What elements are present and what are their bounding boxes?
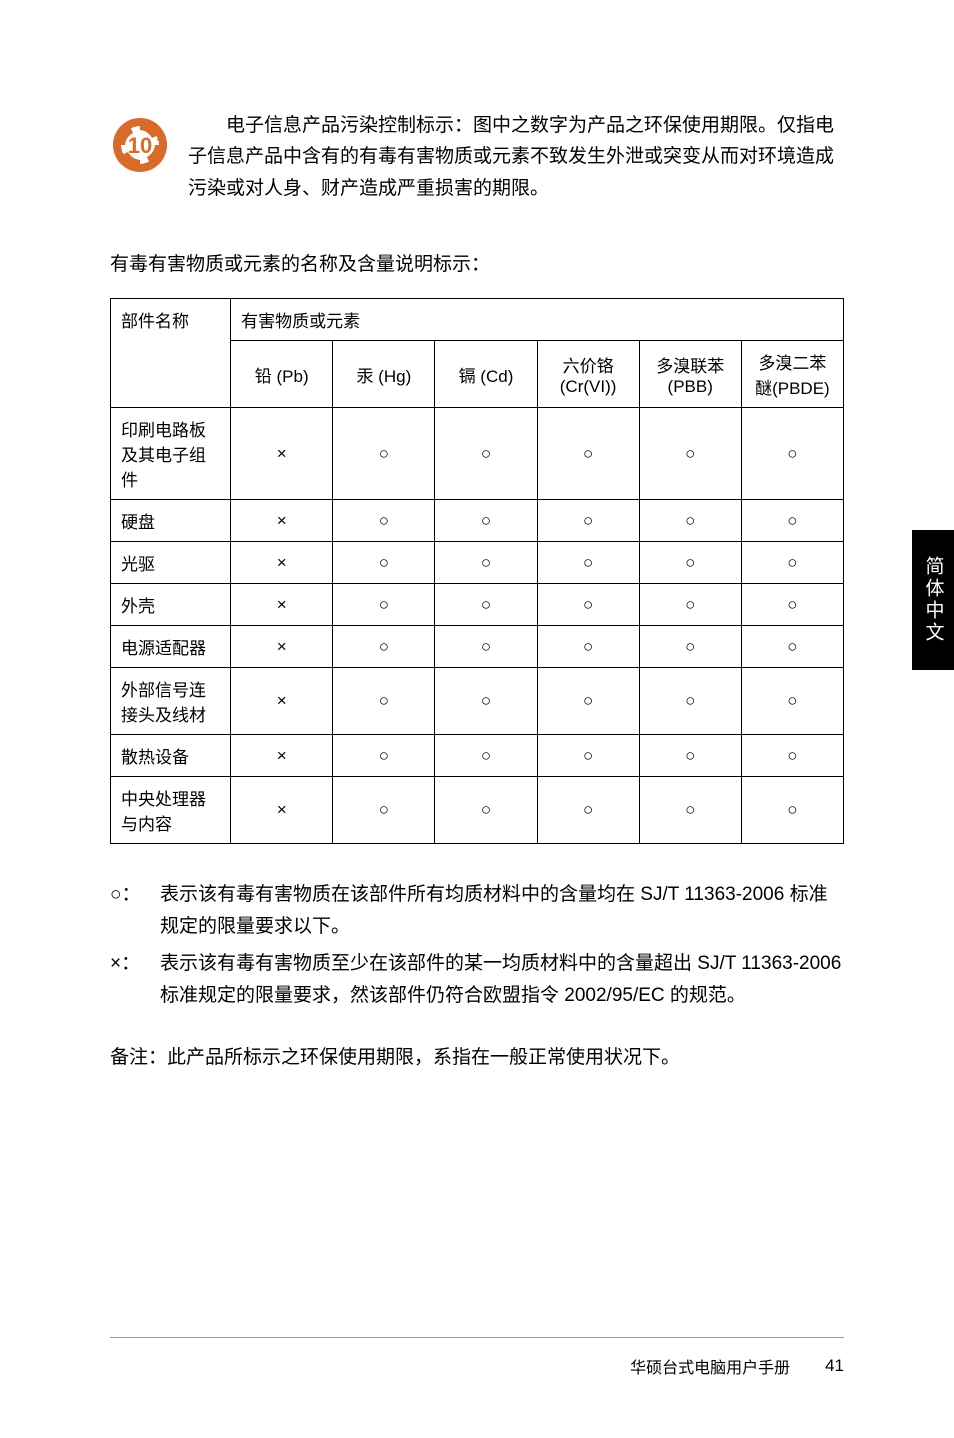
eco-icon: 10 (110, 115, 170, 180)
value-cell: ○ (435, 500, 537, 542)
part-header: 部件名称 (111, 299, 231, 408)
value-cell: ○ (639, 500, 741, 542)
part-cell: 外部信号连接头及线材 (111, 668, 231, 735)
value-cell: × (231, 777, 333, 844)
intro-section: 10 电子信息产品污染控制标示：图中之数字为产品之环保使用期限。仅指电子信息产品… (110, 110, 844, 204)
value-cell: ○ (537, 668, 639, 735)
value-cell: ○ (333, 500, 435, 542)
value-cell: ○ (435, 626, 537, 668)
value-cell: ○ (741, 668, 843, 735)
value-cell: × (231, 584, 333, 626)
col-hg: 汞 (Hg) (333, 341, 435, 408)
value-cell: ○ (333, 584, 435, 626)
value-cell: × (231, 668, 333, 735)
value-cell: ○ (333, 668, 435, 735)
value-cell: ○ (537, 735, 639, 777)
value-cell: ○ (435, 408, 537, 500)
value-cell: ○ (537, 584, 639, 626)
value-cell: × (231, 500, 333, 542)
table-row: 印刷电路板及其电子组件×○○○○○ (111, 408, 844, 500)
value-cell: ○ (741, 626, 843, 668)
value-cell: ○ (741, 408, 843, 500)
col-cd: 镉 (Cd) (435, 341, 537, 408)
value-cell: × (231, 735, 333, 777)
part-cell: 外壳 (111, 584, 231, 626)
footer: 华硕台式电脑用户手册 41 (110, 1337, 844, 1378)
eco-number: 10 (128, 133, 152, 158)
legend: ○： 表示该有毒有害物质在该部件所有均质材料中的含量均在 SJ/T 11363-… (110, 879, 844, 1012)
value-cell: ○ (639, 408, 741, 500)
intro-text: 电子信息产品污染控制标示：图中之数字为产品之环保使用期限。仅指电子信息产品中含有… (188, 110, 844, 204)
part-cell: 散热设备 (111, 735, 231, 777)
table-row: 电源适配器×○○○○○ (111, 626, 844, 668)
substance-table: 部件名称 有害物质或元素 铅 (Pb) 汞 (Hg) 镉 (Cd) 六价铬 (C… (110, 298, 844, 844)
value-cell: ○ (639, 668, 741, 735)
value-cell: ○ (435, 668, 537, 735)
value-cell: ○ (741, 500, 843, 542)
value-cell: ○ (435, 584, 537, 626)
substance-header: 有害物质或元素 (231, 299, 844, 341)
value-cell: × (231, 408, 333, 500)
value-cell: ○ (741, 735, 843, 777)
value-cell: ○ (435, 735, 537, 777)
table-row: 外部信号连接头及线材×○○○○○ (111, 668, 844, 735)
value-cell: ○ (537, 408, 639, 500)
value-cell: ○ (537, 626, 639, 668)
side-tab: 简体中文 (912, 530, 954, 670)
value-cell: ○ (537, 542, 639, 584)
value-cell: ○ (741, 584, 843, 626)
part-cell: 中央处理器与内容 (111, 777, 231, 844)
page-number: 41 (825, 1356, 844, 1376)
value-cell: ○ (741, 542, 843, 584)
table-row: 中央处理器与内容×○○○○○ (111, 777, 844, 844)
col-pb: 铅 (Pb) (231, 341, 333, 408)
table-row: 硬盘×○○○○○ (111, 500, 844, 542)
legend-cross: ×： 表示该有毒有害物质至少在该部件的某一均质材料中的含量超出 SJ/T 113… (110, 948, 844, 1013)
value-cell: × (231, 626, 333, 668)
value-cell: ○ (639, 542, 741, 584)
value-cell: ○ (333, 777, 435, 844)
value-cell: ○ (639, 777, 741, 844)
table-row: 外壳×○○○○○ (111, 584, 844, 626)
value-cell: ○ (333, 735, 435, 777)
value-cell: ○ (741, 777, 843, 844)
value-cell: ○ (333, 626, 435, 668)
col-cr: 六价铬 (Cr(VI)) (537, 341, 639, 408)
table-row: 光驱×○○○○○ (111, 542, 844, 584)
table-row: 散热设备×○○○○○ (111, 735, 844, 777)
value-cell: ○ (537, 777, 639, 844)
remark: 备注：此产品所标示之环保使用期限，系指在一般正常使用状况下。 (110, 1042, 844, 1069)
footer-text: 华硕台式电脑用户手册 (630, 1354, 790, 1378)
table-caption: 有毒有害物质或元素的名称及含量说明标示： (110, 249, 844, 276)
part-cell: 电源适配器 (111, 626, 231, 668)
value-cell: ○ (639, 735, 741, 777)
part-cell: 硬盘 (111, 500, 231, 542)
col-pbde: 多溴二苯醚(PBDE) (741, 341, 843, 408)
part-cell: 光驱 (111, 542, 231, 584)
value-cell: × (231, 542, 333, 584)
value-cell: ○ (639, 584, 741, 626)
value-cell: ○ (639, 626, 741, 668)
col-pbb: 多溴联苯 (PBB) (639, 341, 741, 408)
value-cell: ○ (333, 408, 435, 500)
value-cell: ○ (435, 777, 537, 844)
value-cell: ○ (333, 542, 435, 584)
legend-circle-symbol: ○： (110, 879, 160, 944)
part-cell: 印刷电路板及其电子组件 (111, 408, 231, 500)
legend-circle: ○： 表示该有毒有害物质在该部件所有均质材料中的含量均在 SJ/T 11363-… (110, 879, 844, 944)
legend-circle-text: 表示该有毒有害物质在该部件所有均质材料中的含量均在 SJ/T 11363-200… (160, 879, 844, 944)
legend-cross-symbol: ×： (110, 948, 160, 1013)
legend-cross-text: 表示该有毒有害物质至少在该部件的某一均质材料中的含量超出 SJ/T 11363-… (160, 948, 844, 1013)
value-cell: ○ (537, 500, 639, 542)
value-cell: ○ (435, 542, 537, 584)
